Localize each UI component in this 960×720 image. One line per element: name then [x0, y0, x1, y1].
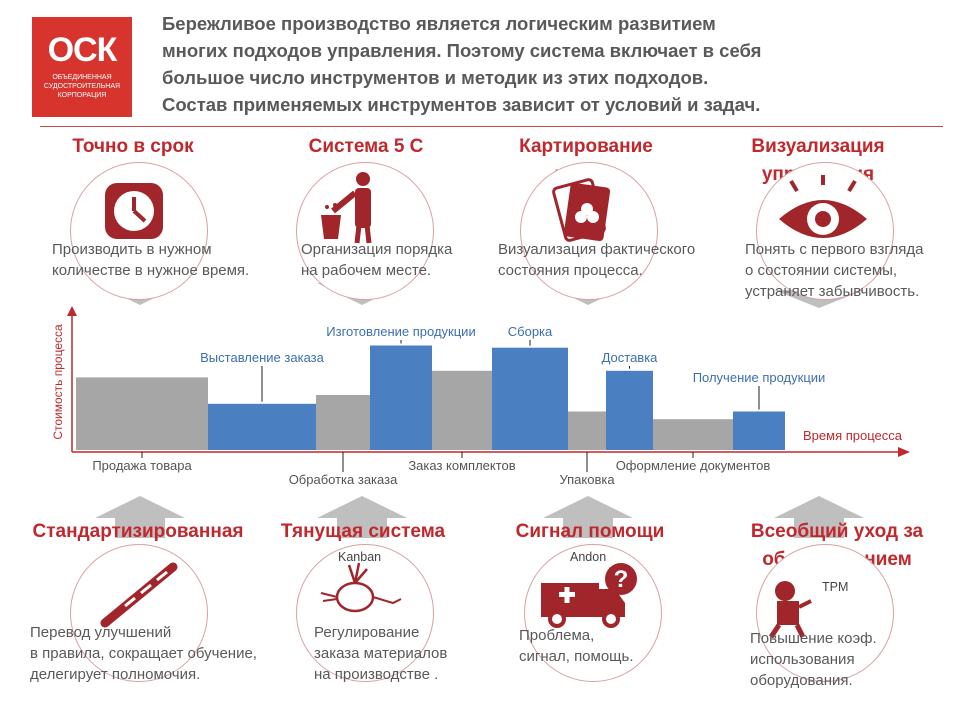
tool-pull-system: Тянущая система — [268, 518, 458, 546]
tool-desc: Регулирование заказа материалов на произ… — [314, 622, 447, 685]
chart-bar-1 — [76, 377, 208, 450]
logo-text: Объединенная судостроительная корпорация — [43, 74, 121, 99]
desc-line: сигнал, помощь. — [519, 648, 634, 665]
tool-5s: Система 5 С — [286, 133, 446, 161]
desc-line: оборудования. — [750, 672, 853, 689]
process-cost-chart: Стоимость процесса Время процесса Продаж… — [51, 306, 910, 487]
tool-desc: Понять с первого взгляда о состоянии сис… — [745, 239, 923, 302]
chart-bar-10 — [733, 411, 785, 450]
thermometer-icon — [100, 562, 178, 628]
tool-circle — [70, 544, 208, 682]
tool-desc: Производить в нужном количестве в нужное… — [52, 239, 249, 281]
playing-cards-icon — [552, 178, 611, 242]
desc-line: в правила, сокращает обучение, — [30, 645, 257, 662]
desc-line: устраняет забывчивость. — [745, 283, 920, 300]
chart-bar-label: Изготовление продукции — [326, 324, 475, 339]
desc-line: заказа материалов — [314, 645, 448, 662]
header-divider — [40, 126, 943, 127]
intro-line: Бережливое производство является логичес… — [162, 13, 716, 34]
tool-title: Система 5 С — [308, 136, 424, 157]
tool-title: Точно в срок — [72, 136, 194, 157]
tool-circle — [756, 162, 894, 300]
tool-desc: Организация порядка на рабочем месте. — [301, 239, 452, 281]
clock-icon — [105, 183, 163, 239]
chart-bar-label: Получение продукции — [693, 370, 826, 385]
chart-bar-label: Доставка — [602, 350, 659, 365]
chart-bar-7 — [568, 411, 606, 450]
desc-line: Повышение коэф. — [750, 630, 877, 647]
desc-line: Регулирование — [314, 624, 420, 641]
desc-line: о состоянии системы, — [745, 262, 898, 279]
tool-title: Тянущая система — [280, 521, 446, 542]
tool-andon: Сигнал помощи — [500, 518, 680, 546]
tool-tag: TPM — [822, 580, 849, 594]
tool-jit: Точно в срок — [58, 133, 208, 161]
desc-line: использования — [750, 651, 855, 668]
y-axis-arrowhead — [67, 306, 77, 316]
chart-bar-8 — [606, 370, 653, 450]
desc-line: Проблема, — [519, 627, 595, 644]
svg-text:?: ? — [614, 566, 629, 593]
tool-tag: Kanban — [338, 550, 382, 564]
intro-line: многих подходов управления. Поэтому сист… — [162, 40, 762, 61]
ambulance-icon: ? — [541, 563, 637, 628]
desc-line: на производстве . — [314, 666, 439, 683]
tool-circle — [296, 544, 434, 682]
desc-line: Понять с первого взгляда — [745, 241, 924, 258]
chart-bar-label: Продажа товара — [92, 458, 192, 473]
eye-icon — [779, 175, 867, 238]
chart-bar-label: Заказ комплектов — [408, 458, 515, 473]
up-arrow-icon — [543, 496, 633, 538]
turnip-icon — [320, 562, 402, 613]
desc-line: делегирует полномочия. — [30, 666, 201, 683]
up-arrow-icon — [95, 496, 185, 538]
up-arrow-icon — [317, 496, 407, 538]
chart-bar-4 — [370, 345, 432, 450]
desc-line: Производить в нужном — [52, 241, 212, 258]
tool-tag: Andon — [570, 550, 607, 564]
intro-text: Бережливое производство является логичес… — [162, 10, 882, 118]
tool-desc: Повышение коэф. использования оборудован… — [750, 628, 877, 691]
tool-circle — [520, 162, 658, 300]
chart-bar-6 — [492, 347, 568, 450]
chart-bar-3 — [316, 395, 370, 450]
chart-bar-label: Выставление заказа — [200, 350, 324, 365]
trash-person-icon — [321, 172, 372, 244]
chart-bar-2 — [208, 403, 316, 450]
tool-circle — [296, 162, 434, 300]
y-axis-label: Стоимость процесса — [51, 324, 65, 440]
logo-mark: ОСК — [47, 31, 118, 69]
tool-desc: Перевод улучшений в правила, сокращает о… — [30, 622, 257, 685]
desc-line: Организация порядка — [301, 241, 453, 258]
intro-line: большое число инструментов и методик из … — [162, 67, 709, 88]
desc-line: Визуализация фактического — [498, 241, 696, 258]
chart-bar-5 — [432, 370, 492, 450]
intro-line: Состав применяемых инструментов зависит … — [162, 94, 761, 115]
tool-circle — [756, 544, 894, 682]
tool-title: Сигнал помощи — [515, 521, 665, 542]
tool-circle — [70, 162, 208, 300]
company-logo: ОСК Объединенная судостроительная корпор… — [32, 17, 132, 117]
chart-bar-label: Упаковка — [559, 472, 615, 487]
chart-bar-9 — [653, 419, 733, 450]
desc-line: на рабочем месте. — [301, 262, 432, 279]
up-arrow-icon — [774, 496, 864, 538]
tool-desc: Проблема, сигнал, помощь. — [519, 625, 634, 667]
x-axis-label: Время процесса — [803, 428, 903, 443]
x-axis-arrowhead — [898, 447, 910, 457]
tool-circle: ? — [524, 544, 662, 682]
chart-bar-label: Обработка заказа — [289, 472, 398, 487]
tool-desc: Визуализация фактического состояния проц… — [498, 239, 695, 281]
chart-bar-label: Оформление документов — [616, 458, 771, 473]
desc-line: состояния процесса. — [498, 262, 643, 279]
chart-bar-label: Сборка — [508, 324, 553, 339]
desc-line: количестве в нужное время. — [52, 262, 250, 279]
robot-icon — [768, 581, 812, 639]
desc-line: Перевод улучшений — [30, 624, 172, 641]
